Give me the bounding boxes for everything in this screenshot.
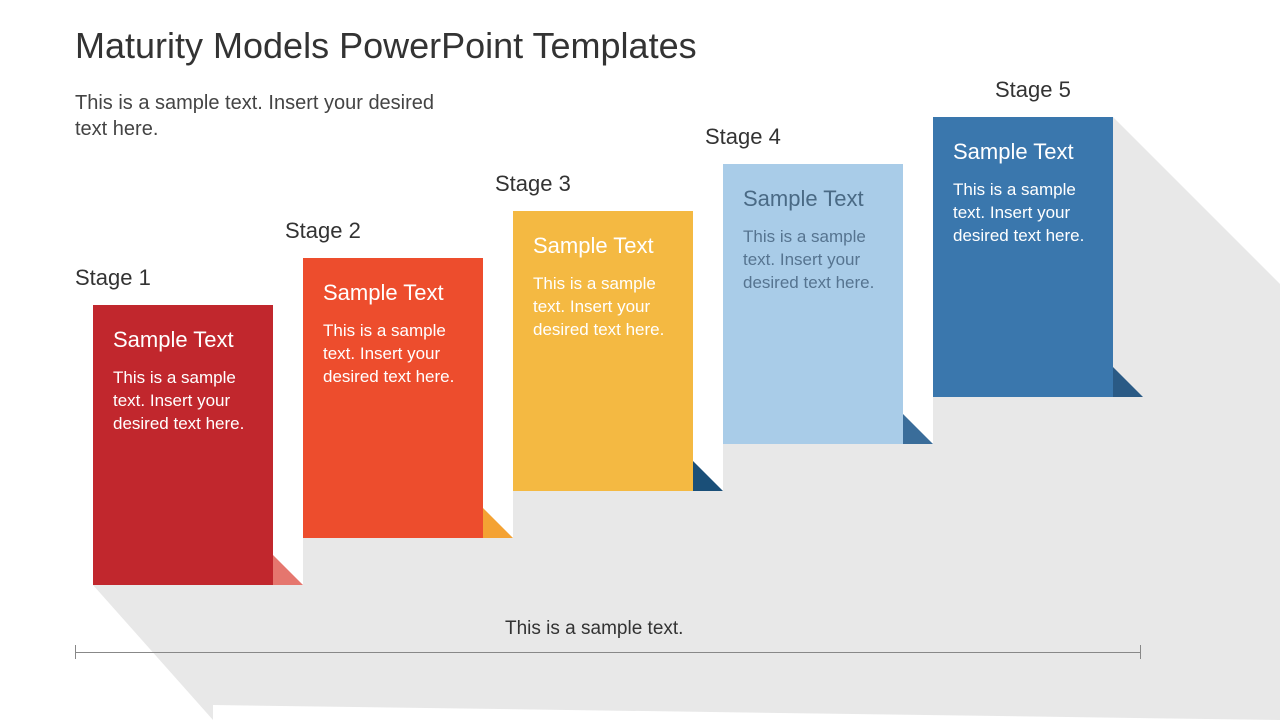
stage-card-body-3: This is a sample text. Insert your desir… xyxy=(533,273,673,342)
stage-fold-1 xyxy=(273,555,303,585)
stage-card-body-4: This is a sample text. Insert your desir… xyxy=(743,226,883,295)
stage-label-1: Stage 1 xyxy=(75,265,151,291)
stage-label-2: Stage 2 xyxy=(285,218,361,244)
maturity-diagram: Stage 1 Sample Text This is a sample text.… xyxy=(75,0,1205,720)
stage-card-body-2: This is a sample text. Insert your desir… xyxy=(323,320,463,389)
footer-caption: This is a sample text. xyxy=(505,618,683,640)
stage-card-title-4: Sample Text xyxy=(743,186,883,212)
axis-tick-right xyxy=(1140,645,1141,659)
stage-fold-3 xyxy=(693,461,723,491)
stage-card-title-5: Sample Text xyxy=(953,139,1093,165)
stage-card-3: Sample Text This is a sample text. Insert… xyxy=(513,211,693,491)
stage-card-title-2: Sample Text xyxy=(323,280,463,306)
stage-label-4: Stage 4 xyxy=(705,124,781,150)
stage-card-body-1: This is a sample text. Insert your desir… xyxy=(113,367,253,436)
stage-card-2: Sample Text This is a sample text. Insert… xyxy=(303,258,483,538)
stage-fold-4 xyxy=(903,414,933,444)
axis-line xyxy=(75,652,1140,653)
stage-fold-5 xyxy=(1113,367,1143,397)
stage-card-title-3: Sample Text xyxy=(533,233,673,259)
stage-card-5: Sample Text This is a sample text. Insert… xyxy=(933,117,1113,397)
stage-fold-2 xyxy=(483,508,513,538)
stage-card-body-5: This is a sample text. Insert your desir… xyxy=(953,179,1093,248)
stage-label-3: Stage 3 xyxy=(495,171,571,197)
stage-card-title-1: Sample Text xyxy=(113,327,253,353)
axis-tick-left xyxy=(75,645,76,659)
stage-card-4: Sample Text This is a sample text. Insert… xyxy=(723,164,903,444)
stage-card-1: Sample Text This is a sample text. Insert… xyxy=(93,305,273,585)
stage-label-5: Stage 5 xyxy=(995,77,1071,103)
